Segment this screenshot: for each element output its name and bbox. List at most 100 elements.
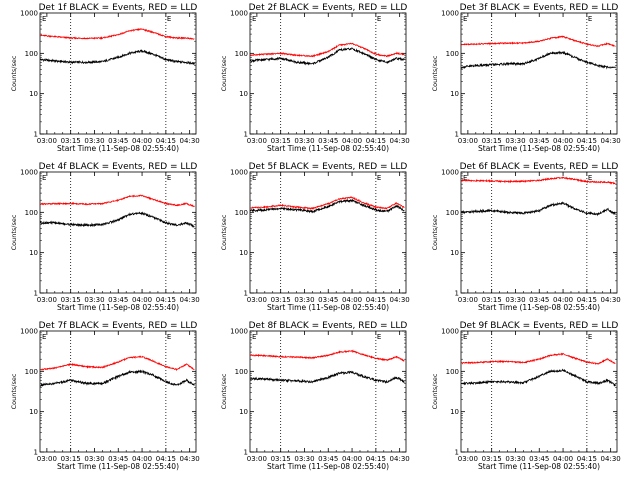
marker-label: E xyxy=(167,333,171,341)
chart-title: Det 3f BLACK = Events, RED = LLD xyxy=(460,3,619,13)
marker-label: E xyxy=(377,15,381,23)
series-line-events xyxy=(250,47,405,66)
series-line-events xyxy=(250,370,405,384)
series-line-lld xyxy=(40,355,195,372)
y-axis-label: Counts/sec xyxy=(220,214,228,250)
plot-frame xyxy=(249,330,407,453)
chart-title: Det 9f BLACK = Events, RED = LLD xyxy=(460,321,619,331)
plot-frame xyxy=(249,12,407,135)
x-tick-label: 03:00 xyxy=(458,296,478,304)
x-tick-label: 04:15 xyxy=(577,296,597,304)
chart-title: Det 5f BLACK = Events, RED = LLD xyxy=(249,162,408,172)
y-tick-label: 1 xyxy=(34,449,38,457)
y-tick-label: 10 xyxy=(450,249,459,257)
corner-label: E xyxy=(42,333,46,341)
y-tick-label: 100 xyxy=(25,368,38,376)
y-axis-label: Counts/sec xyxy=(220,55,228,91)
y-tick-label: 100 xyxy=(446,209,459,217)
series-line-lld xyxy=(40,27,195,41)
x-tick-label: 03:45 xyxy=(318,296,338,304)
x-tick-label: 03:30 xyxy=(84,455,104,463)
y-tick-label: 1000 xyxy=(441,169,459,177)
series-line-events xyxy=(461,201,616,217)
x-tick-label: 04:15 xyxy=(156,137,176,145)
x-tick-label: 03:00 xyxy=(247,455,267,463)
series-line-events xyxy=(40,211,195,228)
x-tick-label: 03:00 xyxy=(247,137,267,145)
chart-title: Det 2f BLACK = Events, RED = LLD xyxy=(249,3,408,13)
x-tick-label: 03:45 xyxy=(529,137,549,145)
corner-label: E xyxy=(42,15,46,23)
corner-label: E xyxy=(463,174,467,182)
y-tick-label: 1000 xyxy=(230,169,248,177)
plot-frame xyxy=(249,171,407,294)
x-tick-label: 03:15 xyxy=(271,455,291,463)
chart-title: Det 8f BLACK = Events, RED = LLD xyxy=(249,321,408,331)
y-tick-label: 10 xyxy=(239,249,248,257)
y-tick-label: 1 xyxy=(244,449,248,457)
x-tick-label: 04:15 xyxy=(366,137,386,145)
y-axis-label: Counts/sec xyxy=(431,55,439,91)
series-line-lld xyxy=(250,42,405,58)
y-tick-label: 1 xyxy=(244,290,248,298)
y-tick-label: 100 xyxy=(235,368,248,376)
x-tick-label: 04:00 xyxy=(553,455,573,463)
x-tick-label: 04:30 xyxy=(390,455,410,463)
plot-frame xyxy=(460,171,618,294)
chart-panel-2: Det 2f BLACK = Events, RED = LLD E E 03:00 0… xyxy=(220,3,410,153)
chart-title: Det 7f BLACK = Events, RED = LLD xyxy=(39,321,198,331)
y-tick-label: 10 xyxy=(450,90,459,98)
y-tick-label: 1000 xyxy=(20,169,38,177)
corner-label: E xyxy=(252,333,256,341)
series-line-events xyxy=(461,368,616,387)
chart-panel-6: Det 6f BLACK = Events, RED = LLD E E 03:00 0… xyxy=(431,162,621,312)
y-tick-label: 1000 xyxy=(441,10,459,18)
series-line-events xyxy=(250,198,405,214)
x-tick-label: 03:45 xyxy=(529,455,549,463)
x-tick-label: 03:15 xyxy=(271,296,291,304)
y-axis-label: Counts/sec xyxy=(431,214,439,250)
marker-label: E xyxy=(167,174,171,182)
x-tick-label: 04:15 xyxy=(577,137,597,145)
y-tick-label: 10 xyxy=(29,249,38,257)
x-axis-label: Start Time (11-Sep-08 02:55:40) xyxy=(267,462,389,471)
corner-label: E xyxy=(463,333,467,341)
x-tick-label: 03:15 xyxy=(482,296,502,304)
chart-panel-8: Det 8f BLACK = Events, RED = LLD E E 03:00 0… xyxy=(220,321,410,471)
plot-frame xyxy=(460,12,618,135)
x-axis-label: Start Time (11-Sep-08 02:55:40) xyxy=(267,144,389,153)
y-tick-label: 1000 xyxy=(20,10,38,18)
y-tick-label: 1 xyxy=(455,290,459,298)
plot-frame xyxy=(460,330,618,453)
x-tick-label: 04:15 xyxy=(156,296,176,304)
y-tick-label: 10 xyxy=(29,408,38,416)
x-axis-label: Start Time (11-Sep-08 02:55:40) xyxy=(57,462,179,471)
x-tick-label: 04:30 xyxy=(601,137,621,145)
x-tick-label: 04:30 xyxy=(601,455,621,463)
x-tick-label: 04:30 xyxy=(180,455,200,463)
x-tick-label: 04:15 xyxy=(156,455,176,463)
x-tick-label: 03:00 xyxy=(247,296,267,304)
chart-panel-3: Det 3f BLACK = Events, RED = LLD E E 03:00 0… xyxy=(431,3,621,153)
y-axis-label: Counts/sec xyxy=(431,373,439,409)
y-tick-label: 1 xyxy=(34,131,38,139)
y-tick-label: 100 xyxy=(235,50,248,58)
x-tick-label: 03:00 xyxy=(37,455,57,463)
x-tick-label: 03:45 xyxy=(529,296,549,304)
x-axis-label: Start Time (11-Sep-08 02:55:40) xyxy=(267,303,389,312)
x-axis-label: Start Time (11-Sep-08 02:55:40) xyxy=(57,144,179,153)
x-axis-label: Start Time (11-Sep-08 02:55:40) xyxy=(57,303,179,312)
y-tick-label: 1000 xyxy=(230,10,248,18)
x-tick-label: 03:15 xyxy=(61,296,81,304)
x-tick-label: 03:30 xyxy=(84,137,104,145)
series-line-lld xyxy=(461,352,616,366)
chart-title: Det 4f BLACK = Events, RED = LLD xyxy=(39,162,198,172)
x-tick-label: 03:30 xyxy=(505,296,525,304)
x-tick-label: 03:30 xyxy=(505,455,525,463)
y-tick-label: 100 xyxy=(446,50,459,58)
plot-frame xyxy=(39,330,197,453)
corner-label: E xyxy=(252,174,256,182)
x-tick-label: 03:30 xyxy=(505,137,525,145)
x-tick-label: 04:00 xyxy=(132,137,152,145)
